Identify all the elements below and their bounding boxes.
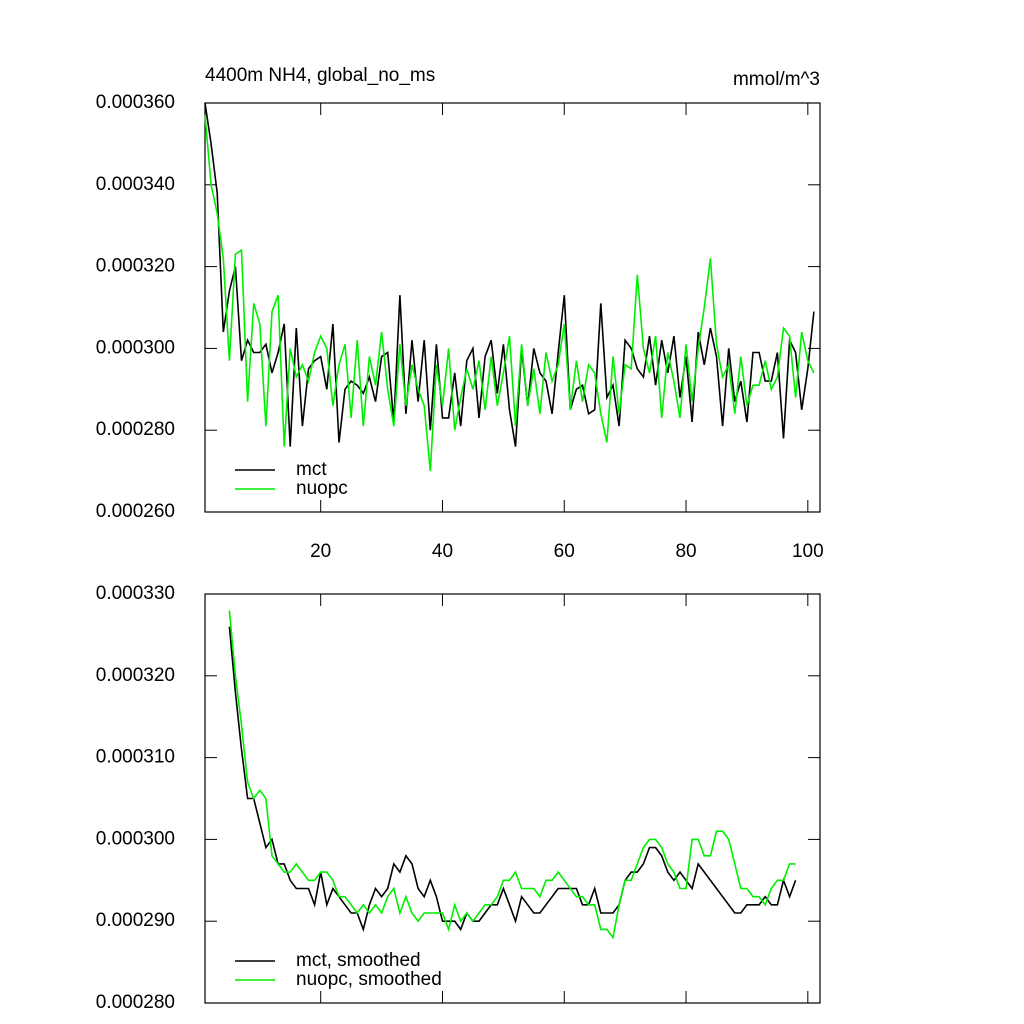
y-tick-label: 0.000320 (96, 256, 175, 277)
y-tick-label: 0.000360 (96, 92, 175, 113)
x-tick-label: 20 (310, 541, 331, 562)
series-line (204, 115, 815, 472)
y-tick-label: 0.000320 (96, 665, 175, 686)
series-line (228, 610, 796, 940)
legend-label: nuopc, smoothed (296, 969, 442, 990)
y-tick-label: 0.000280 (96, 419, 175, 440)
x-tick-label: 80 (675, 541, 696, 562)
y-tick-label: 0.000330 (96, 583, 175, 604)
plot-frame (204, 593, 821, 1004)
y-tick-label: 0.000300 (96, 337, 175, 358)
y-tick-label: 0.000300 (96, 828, 175, 849)
y-tick-label: 0.000310 (96, 747, 175, 768)
legend-label: mct (296, 459, 327, 480)
x-tick-label: 100 (792, 541, 824, 562)
plot-frame (204, 102, 821, 513)
series-line (204, 102, 815, 447)
series-line (228, 626, 797, 933)
y-tick-label: 0.000290 (96, 910, 175, 931)
y-tick-label: 0.000280 (96, 992, 175, 1013)
legend-label: mct, smoothed (296, 950, 421, 971)
units-label: mmol/m^3 (733, 69, 820, 90)
x-tick-label: 60 (554, 541, 575, 562)
y-tick-label: 0.000260 (96, 501, 175, 522)
x-tick-label: 40 (432, 541, 453, 562)
legend-label: nuopc (296, 478, 348, 499)
chart-title: 4400m NH4, global_no_ms (205, 65, 435, 86)
y-tick-label: 0.000340 (96, 174, 175, 195)
